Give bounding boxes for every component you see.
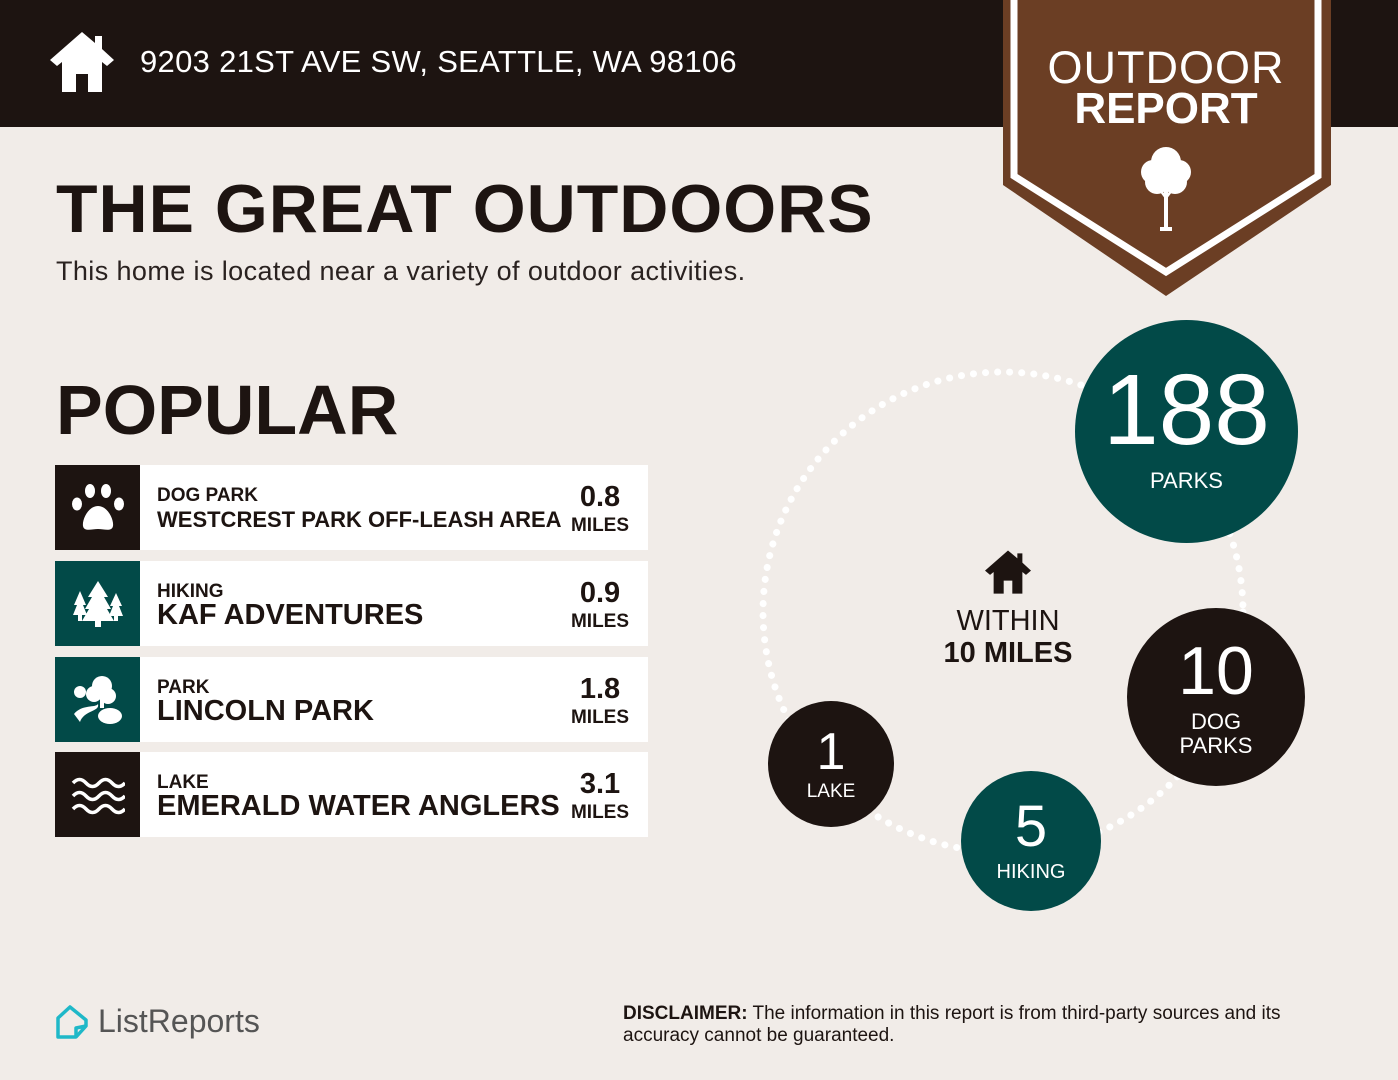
waves-icon — [55, 752, 140, 837]
item-distance: 3.1 — [579, 768, 621, 800]
badge-title-line2: REPORT — [1074, 84, 1258, 133]
count-label: HIKING — [996, 861, 1066, 883]
item-name: WESTCREST PARK OFF-LEASH AREA — [157, 507, 562, 532]
radius-label: WITHIN 10 MILES — [908, 605, 1108, 669]
item-unit: MILES — [570, 515, 630, 536]
count-value: 1 — [816, 723, 846, 781]
paw-icon — [55, 465, 140, 550]
page-subtitle: This home is located near a variety of o… — [56, 256, 746, 286]
badge-title-line1: OUTDOOR — [1047, 42, 1285, 93]
home-icon — [985, 550, 1031, 594]
item-unit: MILES — [570, 707, 630, 728]
count-value: 5 — [1014, 794, 1048, 859]
hiking-count: 5 HIKING — [961, 771, 1101, 911]
park-icon — [55, 657, 140, 742]
count-value: 188 — [1103, 354, 1270, 466]
item-category: DOG PARK — [157, 485, 258, 506]
item-name: LINCOLN PARK — [157, 695, 374, 727]
item-name: EMERALD WATER ANGLERS — [157, 790, 560, 822]
address: 9203 21ST AVE SW, SEATTLE, WA 98106 — [140, 44, 737, 79]
listreports-logo: ListReports — [54, 1003, 260, 1040]
radius-line1: WITHIN — [956, 605, 1060, 637]
item-distance: 0.9 — [579, 577, 621, 609]
disclaimer-text: The information in this report is from t… — [623, 1003, 1281, 1046]
item-category: PARK — [157, 677, 210, 698]
home-icon — [50, 32, 114, 92]
item-name: KAF ADVENTURES — [157, 599, 424, 631]
count-label: PARKS — [1150, 468, 1223, 493]
radius-line2: 10 MILES — [943, 637, 1073, 669]
item-distance: 1.8 — [579, 673, 621, 705]
item-distance: 0.8 — [579, 481, 621, 513]
parks-count: 188 PARKS — [1075, 320, 1298, 543]
logo-text: ListReports — [98, 1003, 260, 1039]
item-unit: MILES — [570, 802, 630, 823]
disclaimer-label: DISCLAIMER: — [623, 1003, 748, 1024]
count-label: DOG PARKS — [1179, 709, 1253, 758]
list-item: LAKE EMERALD WATER ANGLERS 3.1 MILES — [55, 752, 648, 837]
item-category: HIKING — [157, 581, 224, 602]
disclaimer: DISCLAIMER: The information in this repo… — [623, 1003, 1353, 1047]
page-title: THE GREAT OUTDOORS — [56, 171, 874, 247]
dog-parks-count: 10 DOG PARKS — [1127, 608, 1305, 786]
lake-count: 1 LAKE — [768, 701, 894, 827]
popular-heading: POPULAR — [56, 371, 399, 449]
list-item: DOG PARK WESTCREST PARK OFF-LEASH AREA 0… — [55, 465, 648, 550]
tree-icon — [1141, 147, 1191, 231]
logo-icon — [56, 1004, 88, 1039]
count-label: LAKE — [806, 781, 856, 802]
trees-icon — [55, 561, 140, 646]
item-category: LAKE — [157, 772, 209, 793]
outdoor-report-badge — [1003, 0, 1331, 296]
list-item: HIKING KAF ADVENTURES 0.9 MILES — [55, 561, 648, 646]
list-item: PARK LINCOLN PARK 1.8 MILES — [55, 657, 648, 742]
count-value: 10 — [1178, 633, 1254, 709]
item-unit: MILES — [570, 611, 630, 632]
